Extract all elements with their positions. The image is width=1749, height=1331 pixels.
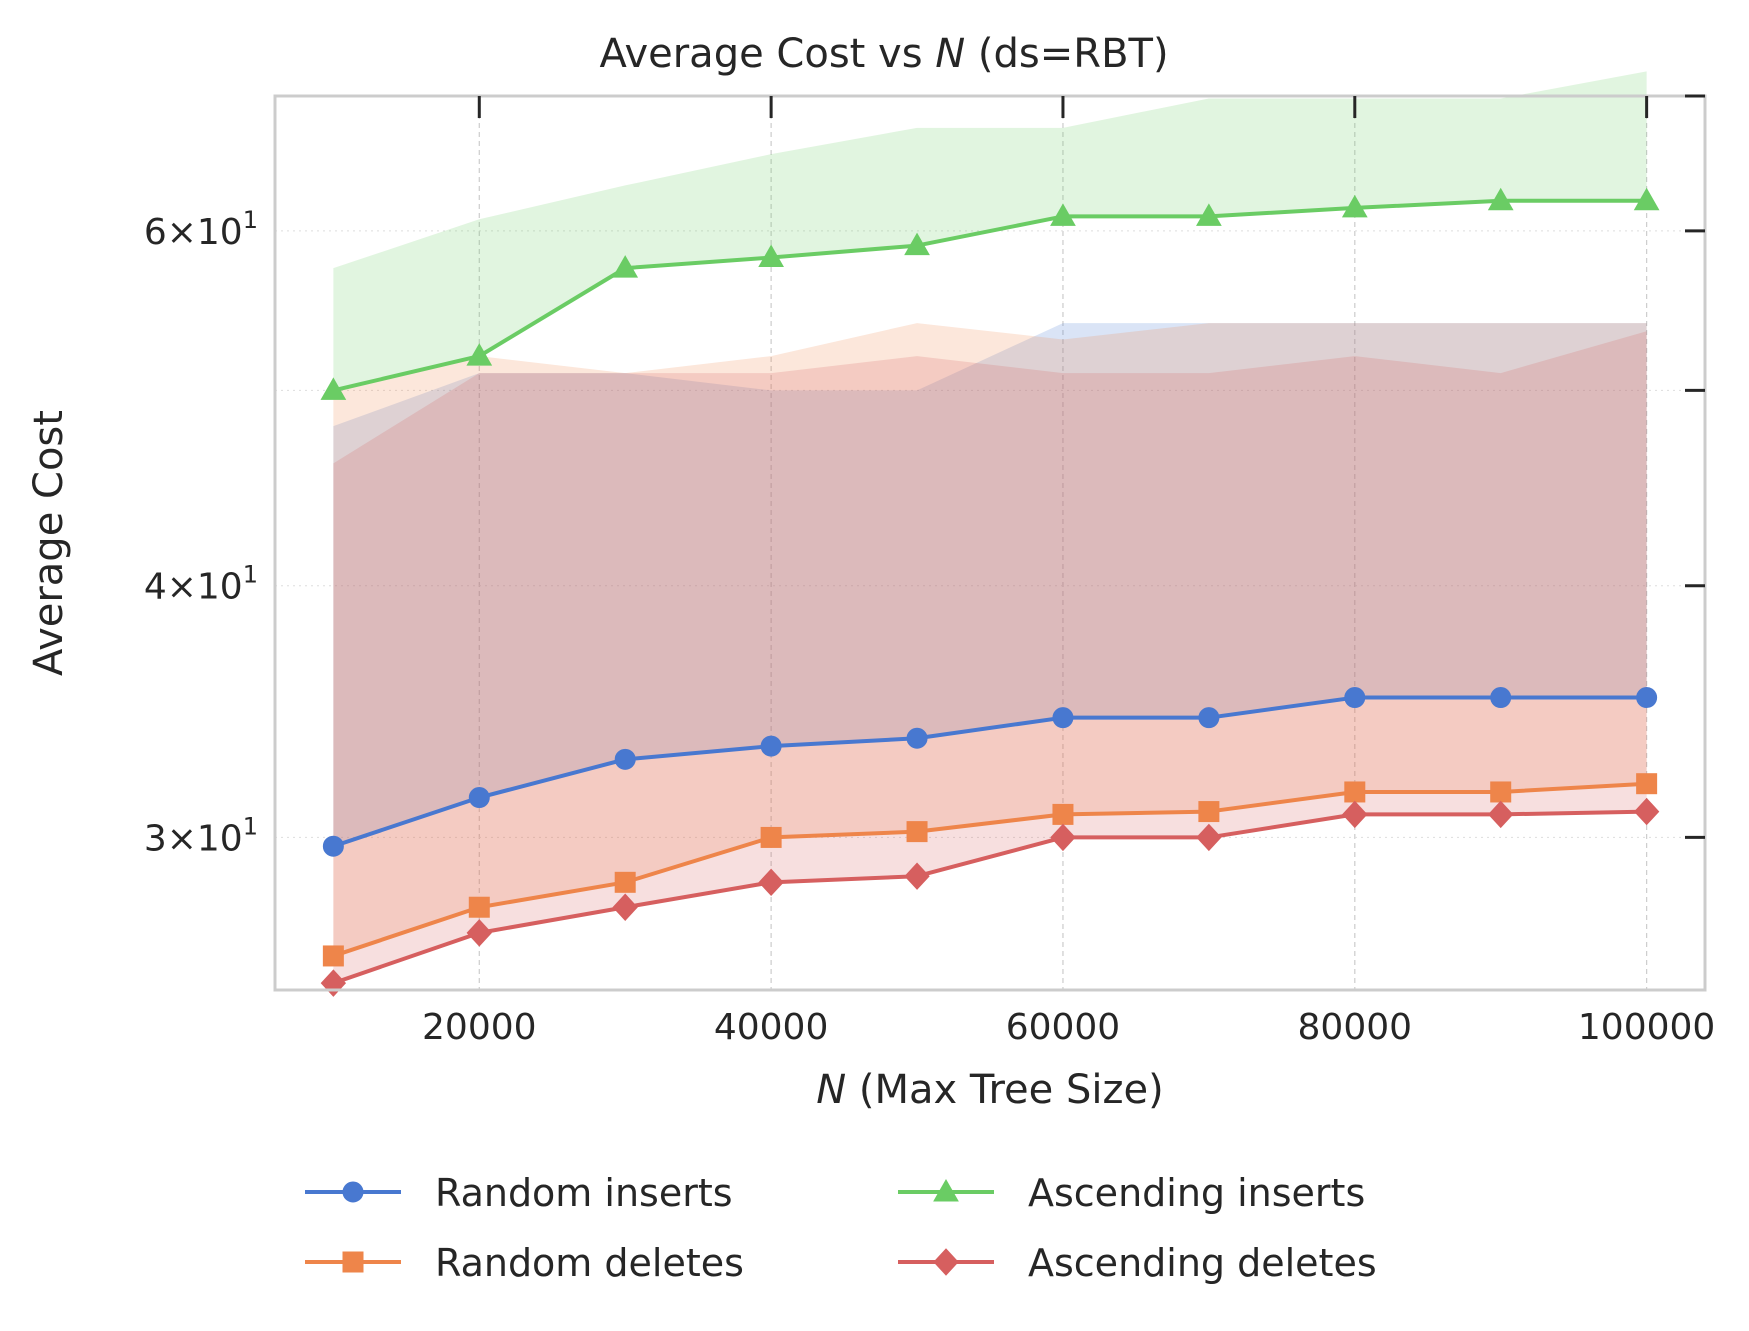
data-point: [1052, 707, 1074, 729]
data-point: [904, 232, 930, 256]
error-band: [333, 323, 1647, 847]
y-tick-exponent: 1: [243, 561, 258, 589]
legend-item: Ascending deletes: [898, 1241, 1377, 1285]
data-point: [758, 868, 784, 897]
data-point: [468, 896, 490, 918]
legend-label: Random inserts: [435, 1171, 733, 1215]
data-point: [1050, 203, 1076, 226]
chart-title-prefix: Average Cost vs: [599, 31, 935, 77]
data-point: [758, 244, 784, 268]
y-tick-mantissa: 4×10: [144, 567, 243, 608]
data-point: [1636, 687, 1658, 709]
data-point: [466, 919, 492, 947]
data-point: [906, 727, 928, 749]
series-lines: [332, 198, 1647, 985]
data-point: [1490, 781, 1512, 803]
series-line: [332, 781, 1647, 958]
error-bands: [333, 71, 1647, 984]
x-tick-labels: 20000 40000 60000 80000 100000: [422, 1007, 1715, 1048]
data-point: [1196, 823, 1222, 852]
data-point: [906, 821, 928, 843]
data-point: [1341, 194, 1368, 218]
chart-title: Average Cost vs N (ds=RBT): [599, 31, 1168, 77]
data-point: [322, 835, 344, 857]
data-point: [1342, 800, 1368, 829]
x-axis-label: N (Max Tree Size): [816, 1067, 1163, 1113]
legend-swatch-marker: [933, 1248, 959, 1276]
axis-ticks: [477, 94, 1705, 839]
series-line: [332, 695, 1647, 849]
legend-label: Ascending inserts: [1028, 1171, 1365, 1215]
data-point: [1633, 797, 1660, 826]
legend-swatch-marker: [342, 1251, 364, 1273]
plot-background: [275, 96, 1705, 990]
chart-title-var: N: [935, 31, 965, 77]
y-tick-exponent: 1: [243, 206, 258, 234]
data-point: [1490, 687, 1512, 709]
plot-frame: [273, 94, 1707, 992]
data-point: [320, 377, 347, 400]
data-point: [1198, 707, 1220, 729]
x-tick-label: 100000: [1578, 1007, 1715, 1048]
data-point: [1344, 687, 1366, 709]
legend-swatch-marker: [933, 1178, 959, 1202]
data-point: [1633, 187, 1660, 211]
y-tick-label: 3×101: [144, 812, 258, 859]
data-point: [760, 826, 782, 848]
y-tick-mantissa: 3×10: [144, 818, 243, 859]
y-tick-mantissa: 6×10: [144, 212, 243, 253]
data-point: [1052, 803, 1074, 825]
data-point: [1198, 801, 1220, 823]
data-point: [466, 343, 493, 366]
data-point: [1636, 773, 1658, 795]
legend: Random inserts Random deletes Ascending in…: [305, 1171, 1377, 1285]
data-point: [612, 255, 639, 278]
x-tick-label: 40000: [714, 1007, 829, 1048]
x-axis-label-suffix: (Max Tree Size): [846, 1067, 1164, 1113]
legend-item: Random inserts: [305, 1171, 733, 1215]
data-point: [614, 748, 636, 770]
x-tick-label: 60000: [1006, 1007, 1121, 1048]
legend-label: Ascending deletes: [1028, 1241, 1377, 1285]
data-point: [1344, 781, 1366, 803]
y-tick-label: 4×101: [144, 561, 258, 608]
y-axis-label: Average Cost: [26, 410, 72, 676]
data-point: [1050, 823, 1076, 852]
legend-label: Random deletes: [435, 1241, 744, 1285]
data-point: [468, 787, 490, 809]
error-band: [333, 323, 1647, 956]
data-point: [1488, 800, 1514, 829]
data-point: [1487, 187, 1514, 211]
data-point: [322, 945, 344, 967]
legend-item: Random deletes: [305, 1241, 744, 1285]
x-tick-label: 20000: [422, 1007, 537, 1048]
series-markers: [320, 187, 1660, 997]
series-line: [332, 809, 1647, 985]
data-point: [1196, 203, 1222, 226]
x-tick-label: 80000: [1298, 1007, 1413, 1048]
x-axis-label-var: N: [816, 1067, 846, 1113]
y-tick-label: 6×101: [144, 206, 258, 253]
plot-area: [273, 71, 1707, 997]
legend-swatch-marker: [342, 1181, 364, 1203]
data-point: [760, 735, 782, 757]
data-point: [614, 871, 636, 893]
y-tick-exponent: 1: [243, 812, 258, 840]
data-point: [612, 893, 638, 921]
data-point: [904, 862, 930, 890]
legend-item: Ascending inserts: [898, 1171, 1365, 1215]
series-line: [332, 198, 1647, 393]
chart-title-suffix: (ds=RBT): [965, 31, 1168, 77]
